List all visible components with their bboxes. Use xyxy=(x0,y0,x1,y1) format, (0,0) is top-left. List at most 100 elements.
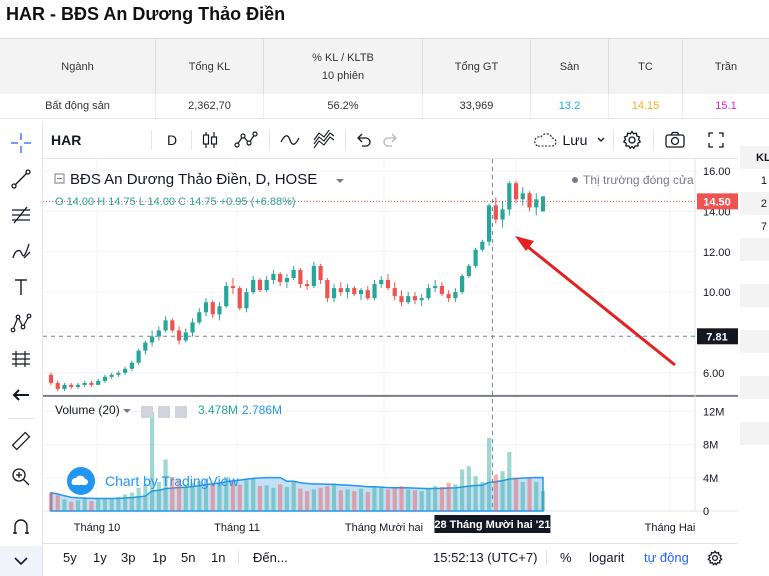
interval-button[interactable]: D xyxy=(166,132,178,148)
candle-body xyxy=(284,278,289,283)
market-status-dot-icon xyxy=(572,177,578,183)
settings-icon[interactable] xyxy=(158,406,170,418)
volume-bar xyxy=(372,486,377,511)
trend-line-tool-button[interactable] xyxy=(6,164,36,194)
range-1n-button[interactable]: 1n xyxy=(211,550,226,565)
candle-body xyxy=(372,284,377,299)
volume-bar xyxy=(109,498,114,511)
indicators-button[interactable] xyxy=(275,122,305,158)
tradingview-watermark[interactable]: Chart by TradingView xyxy=(67,467,239,495)
undo-button[interactable] xyxy=(349,122,377,158)
volume-bar xyxy=(62,499,67,511)
crosshair-tool-button[interactable] xyxy=(6,128,36,158)
camera-icon xyxy=(665,131,685,148)
close-icon[interactable] xyxy=(175,406,187,418)
redo-button[interactable] xyxy=(377,122,405,158)
time-tick: Tháng Mười hai xyxy=(345,522,423,534)
auto-scale-button[interactable]: tự động xyxy=(644,550,689,565)
range-1y-button[interactable]: 1y xyxy=(93,550,107,565)
redo-icon xyxy=(383,133,397,147)
volume-bar xyxy=(69,501,74,511)
range-3p-button[interactable]: 3p xyxy=(121,550,136,565)
volume-tick: 0 xyxy=(703,506,709,518)
candle-body xyxy=(520,193,525,200)
log-scale-button[interactable]: logarit xyxy=(589,550,625,565)
candle-body xyxy=(291,269,296,279)
candle-body xyxy=(244,292,249,309)
zoom-tool-button[interactable] xyxy=(6,462,36,492)
candle-body xyxy=(176,330,182,341)
candle-body xyxy=(325,280,330,299)
bottom-toolbar: 5y 1y 3p 1p 5n 1n Đến... 15:52:13 (UTC+7… xyxy=(43,543,738,571)
candle-body xyxy=(466,265,471,276)
brush-tool-button[interactable] xyxy=(6,236,36,266)
pattern-tool-button[interactable] xyxy=(6,308,36,338)
candle-body xyxy=(311,265,316,287)
stats-header-reference: TC xyxy=(609,39,683,94)
candle-body xyxy=(534,199,539,208)
volume-bar xyxy=(520,481,525,511)
volume-bar xyxy=(385,489,391,511)
candle-body xyxy=(365,290,370,299)
chart-type-button[interactable] xyxy=(195,122,225,158)
stats-header-volume-ratio: % KL / KLTB 10 phiên xyxy=(264,39,423,94)
text-tool-button[interactable] xyxy=(6,272,36,302)
candle-body xyxy=(379,280,384,285)
candle-body xyxy=(331,288,337,299)
lock-drawings-button[interactable] xyxy=(0,546,42,576)
candle-body xyxy=(473,249,478,266)
candle-body xyxy=(183,332,188,341)
clock[interactable]: 15:52:13 (UTC+7) xyxy=(433,550,538,565)
candle-body xyxy=(102,376,108,381)
series-title: BĐS An Dương Thảo Điền, D, HOSE xyxy=(70,171,317,188)
chevron-down-icon[interactable] xyxy=(336,179,344,183)
volume-bar xyxy=(331,483,337,511)
screenshot-button[interactable] xyxy=(659,122,691,158)
chevron-down-icon[interactable] xyxy=(123,409,131,413)
eye-icon[interactable] xyxy=(141,406,153,418)
symbol-search-button[interactable]: HAR xyxy=(51,132,82,148)
candle-body xyxy=(419,298,424,301)
candle-body xyxy=(271,273,276,281)
order-book-header: KL xyxy=(740,146,769,169)
time-axis[interactable]: Tháng 10 Tháng 11 Tháng Mười hai Tháng H… xyxy=(74,522,696,534)
svg-text:28 Tháng Mười hai '21: 28 Tháng Mười hai '21 xyxy=(434,519,550,531)
order-book-row: 1 xyxy=(760,174,767,187)
svg-text:7.81: 7.81 xyxy=(706,331,727,343)
templates-button[interactable] xyxy=(309,122,339,158)
measure-tool-button[interactable] xyxy=(6,426,36,456)
settings-button[interactable] xyxy=(617,122,647,158)
volume-axis[interactable]: 12M 8M 4M 0 xyxy=(703,406,724,518)
fullscreen-button[interactable] xyxy=(701,122,731,158)
volume-bar xyxy=(55,495,60,511)
volume-bar xyxy=(264,485,269,511)
chart-properties-button[interactable] xyxy=(707,544,723,571)
volume-legend: Volume (20) 3.478M 2.786M xyxy=(55,403,282,418)
watermark-label: Chart by TradingView xyxy=(105,473,239,489)
compare-button[interactable] xyxy=(229,122,263,158)
drawing-toolbar xyxy=(0,122,43,576)
series-legend: BĐS An Dương Thảo Điền, D, HOSE Thị trườ… xyxy=(54,171,694,208)
stats-floor-value: 13.2 xyxy=(531,94,609,118)
goto-date-button[interactable]: Đến... xyxy=(253,550,288,565)
back-arrow-button[interactable] xyxy=(6,380,36,410)
magnet-tool-button[interactable] xyxy=(6,512,36,542)
toolbar-divider xyxy=(653,130,654,150)
annotation-arrow[interactable] xyxy=(515,236,676,367)
save-layout-button[interactable]: Lưu xyxy=(529,122,609,158)
range-5y-button[interactable]: 5y xyxy=(63,550,77,565)
percent-scale-button[interactable]: % xyxy=(560,550,572,565)
candle-body xyxy=(75,384,81,387)
range-5n-button[interactable]: 5n xyxy=(181,550,196,565)
order-book-row xyxy=(740,261,769,284)
volume-bar xyxy=(298,488,303,511)
volume-bar xyxy=(453,484,458,511)
prediction-icon xyxy=(12,351,30,367)
prediction-tool-button[interactable] xyxy=(6,344,36,374)
range-1p-button[interactable]: 1p xyxy=(152,550,167,565)
fib-tool-button[interactable] xyxy=(6,200,36,230)
arrow-shaft xyxy=(522,241,676,367)
